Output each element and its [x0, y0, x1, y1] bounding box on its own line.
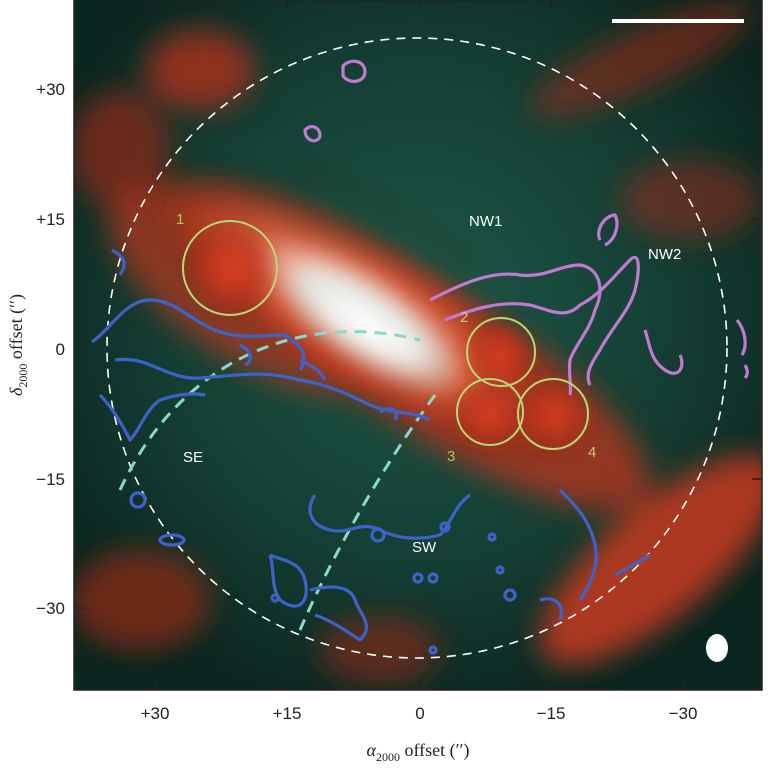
aperture-3 [456, 378, 524, 446]
region-label-se: SE [183, 449, 203, 466]
x-tick-label: +15 [273, 704, 302, 723]
y-axis-title: δ2000 offset (′′) [6, 294, 30, 396]
y-tick-labels: +30 +15 0 −15 −30 [36, 80, 65, 618]
dashed-arc [118, 330, 437, 631]
x-tick-label: +30 [141, 704, 170, 723]
aperture-2 [466, 317, 536, 387]
y-tick-label: −30 [36, 599, 65, 618]
x-tick-label: −30 [669, 704, 698, 723]
x-tick-label: −15 [537, 704, 566, 723]
sky-image: NW1 NW2 SE SW 1 2 3 4 [74, 0, 762, 690]
scale-bar [612, 19, 744, 23]
region-label-nw1: NW1 [469, 213, 502, 230]
aperture-label-3: 3 [447, 448, 455, 465]
field-of-view-circle [106, 37, 728, 659]
x-tick-label: 0 [415, 704, 424, 723]
axis-ticks [74, 0, 762, 690]
apertures [182, 220, 589, 450]
aperture-1 [182, 220, 278, 316]
y-tick-label: 0 [56, 340, 65, 359]
y-tick-label: +30 [36, 80, 65, 99]
beam-ellipse [706, 634, 728, 662]
aperture-4 [517, 378, 589, 450]
aperture-label-1: 1 [176, 211, 184, 228]
aperture-label-4: 4 [588, 444, 596, 461]
violet-contours [303, 59, 749, 396]
x-tick-labels: +30 +15 0 −15 −30 [141, 704, 698, 723]
blue-contours [91, 248, 651, 655]
y-tick-label: +15 [36, 210, 65, 229]
region-label-sw: SW [412, 539, 437, 556]
region-label-nw2: NW2 [648, 246, 681, 263]
plot-frame [73, 0, 763, 691]
x-axis-title: α2000 offset (′′) [367, 740, 470, 764]
aperture-label-2: 2 [460, 309, 468, 326]
y-tick-label: −15 [36, 470, 65, 489]
